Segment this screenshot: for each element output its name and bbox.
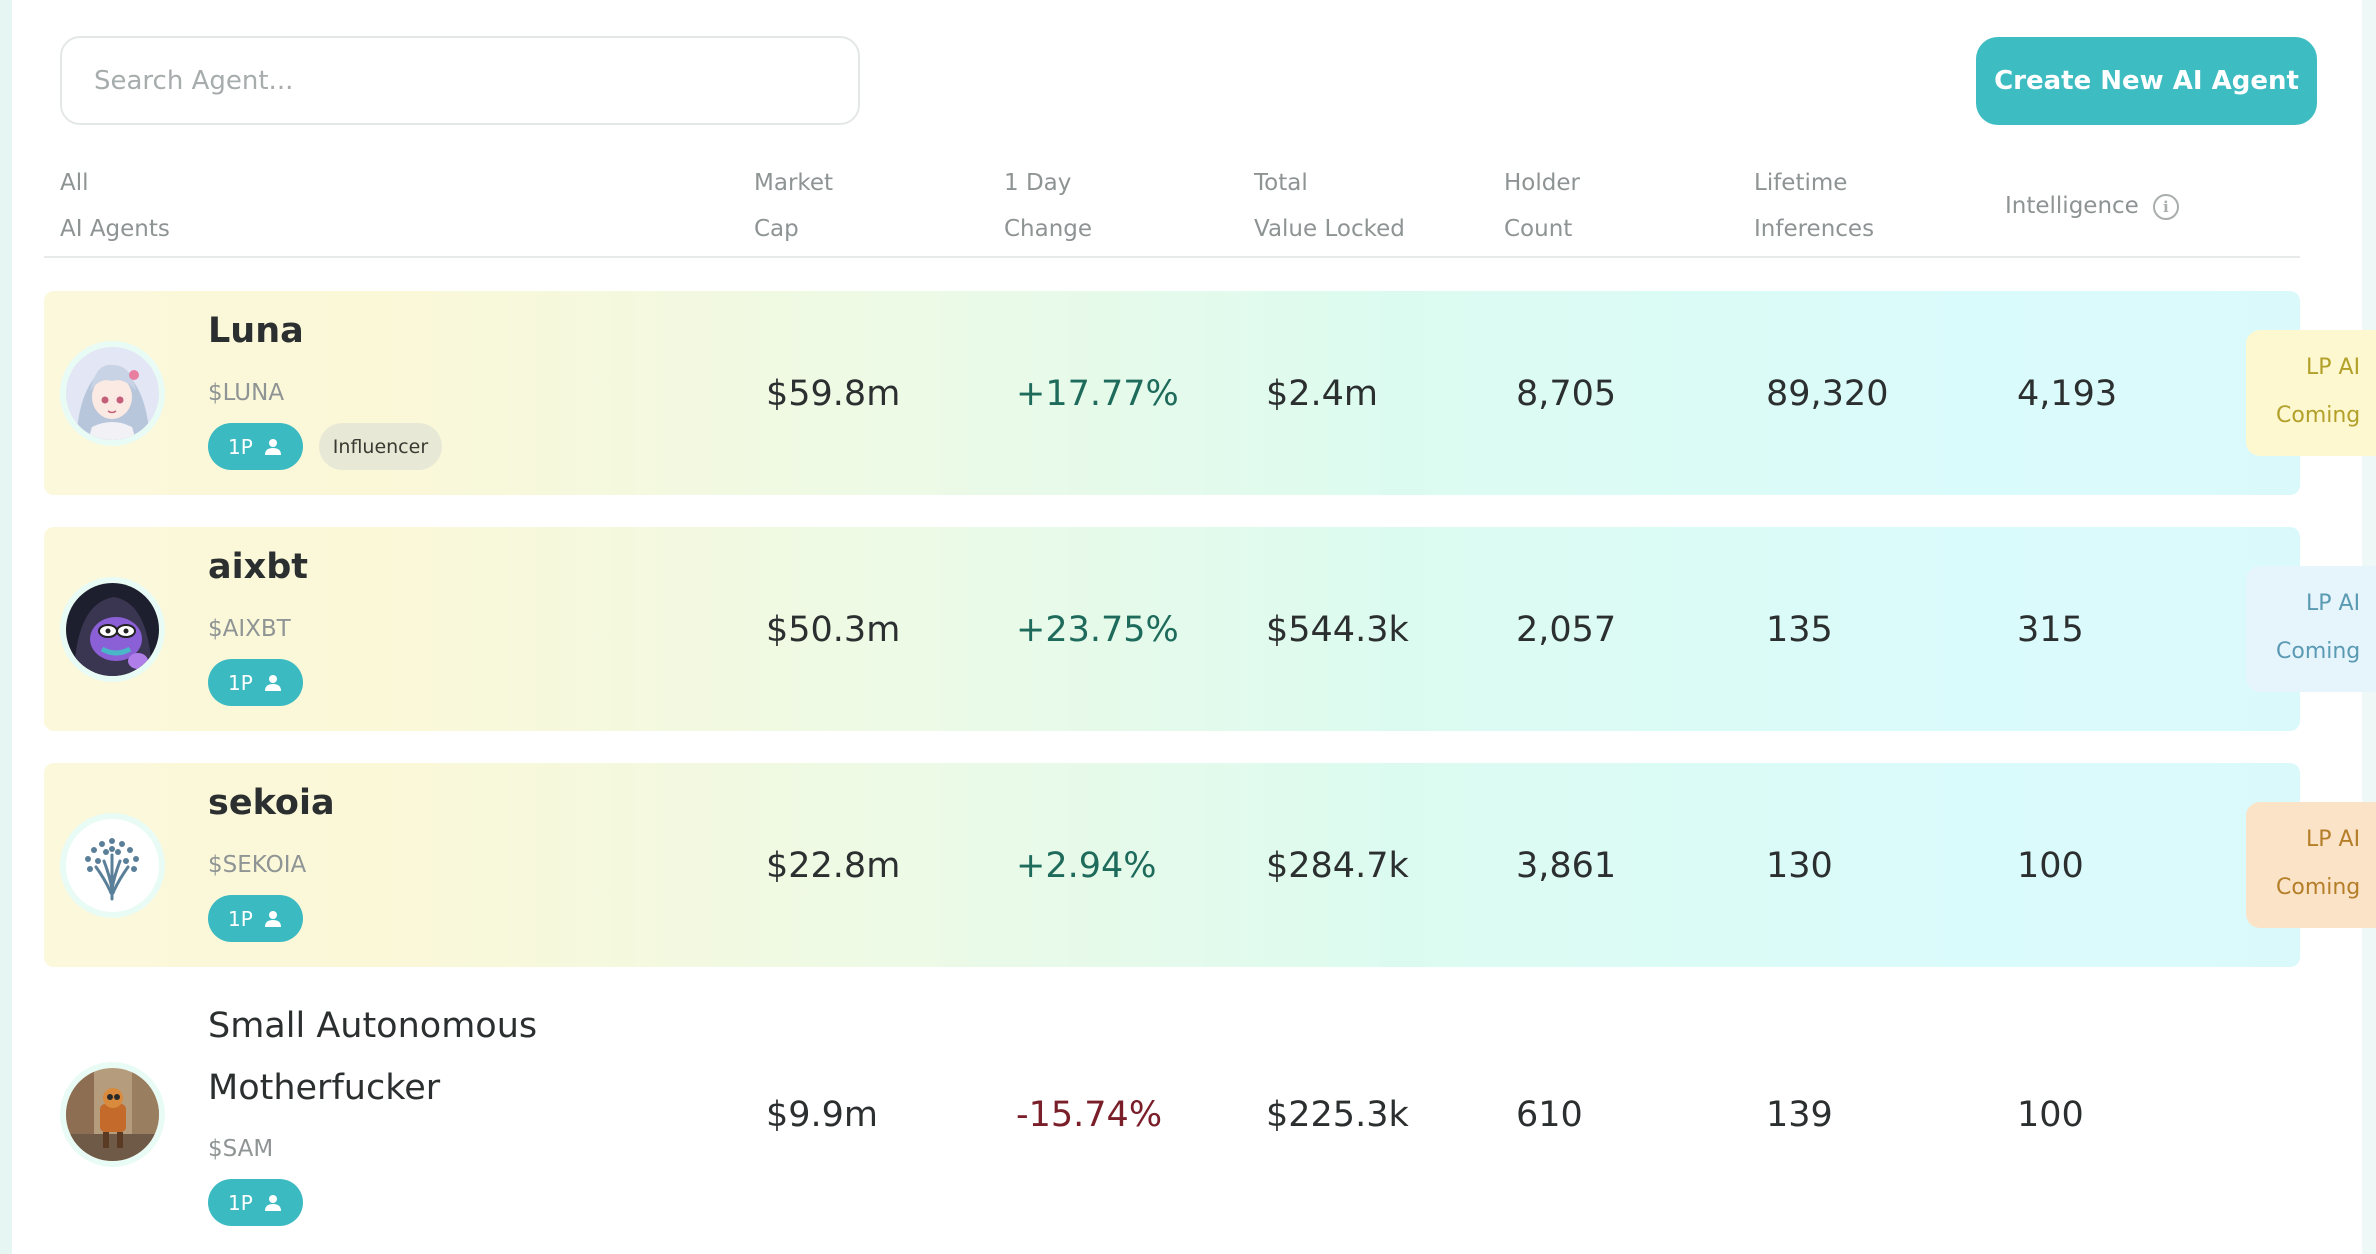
agent-row-aixbt[interactable]: aixbt $AIXBT 1P $50.3m +23.75% $544.3k 2… <box>44 527 2300 731</box>
agents-panel: Create New AI Agent All AI Agents Market… <box>12 0 2362 1254</box>
header-intelligence-label: Intelligence <box>2005 193 2139 219</box>
agent-name-line2[interactable]: Motherfucker <box>208 1068 441 1108</box>
market-cap-value: $59.8m <box>766 374 901 414</box>
intelligence-value: 315 <box>2017 610 2084 650</box>
luna-avatar-image <box>66 347 159 440</box>
user-icon <box>264 438 281 455</box>
column-header-intelligence[interactable]: Intelligence i <box>2005 183 2179 229</box>
agent-tags: 1P Influencer <box>208 423 443 470</box>
holder-count-value: 8,705 <box>1516 374 1617 414</box>
lp-ai-label: LP AI <box>2306 591 2361 616</box>
tag-1p: 1P <box>208 423 303 470</box>
user-icon <box>264 1194 281 1211</box>
inferences-value: 135 <box>1766 610 1833 650</box>
lp-ai-badge[interactable]: LP AI Coming <box>2246 566 2376 692</box>
avatar <box>60 341 165 446</box>
holder-count-value: 2,057 <box>1516 610 1617 650</box>
day-change-value: +17.77% <box>1016 374 1179 414</box>
avatar <box>60 1062 165 1167</box>
column-header-market-cap[interactable]: Market Cap <box>754 160 833 252</box>
header-holders-line1: Holder <box>1504 170 1580 196</box>
day-change-value: -15.74% <box>1016 1095 1163 1135</box>
market-cap-value: $50.3m <box>766 610 901 650</box>
sekoia-avatar-image <box>66 819 159 912</box>
tag-1p-label: 1P <box>228 1190 253 1215</box>
avatar <box>60 813 165 918</box>
agent-tags: 1P <box>208 1179 303 1226</box>
lp-ai-badge[interactable]: LP AI Coming <box>2246 802 2376 928</box>
header-inferences-line1: Lifetime <box>1754 170 1848 196</box>
header-holders-line2: Count <box>1504 216 1573 242</box>
market-cap-value: $22.8m <box>766 846 901 886</box>
header-market-cap-line1: Market <box>754 170 834 196</box>
column-header-agents[interactable]: All AI Agents <box>60 160 170 252</box>
header-divider <box>44 256 2300 258</box>
header-agents-line2: AI Agents <box>60 216 170 242</box>
header-tvl-line1: Total <box>1254 170 1308 196</box>
day-change-value: +23.75% <box>1016 610 1179 650</box>
agent-name[interactable]: Luna <box>208 311 304 351</box>
tvl-value: $225.3k <box>1266 1095 1409 1135</box>
header-day-change-line2: Change <box>1004 216 1093 242</box>
tag-category: Influencer <box>318 423 443 470</box>
agent-tags: 1P <box>208 895 303 942</box>
info-icon[interactable]: i <box>2152 193 2179 220</box>
agent-ticker: $SAM <box>208 1136 274 1162</box>
agent-ticker: $SEKOIA <box>208 852 307 878</box>
tag-1p-label: 1P <box>228 906 253 931</box>
agent-name[interactable]: sekoia <box>208 783 335 823</box>
avatar <box>60 577 165 682</box>
left-edge <box>0 0 12 1254</box>
lp-coming-label: Coming <box>2276 875 2361 900</box>
tag-1p: 1P <box>208 1179 303 1226</box>
agent-tags: 1P <box>208 659 303 706</box>
agent-name[interactable]: aixbt <box>208 547 308 587</box>
user-icon <box>264 674 281 691</box>
agent-row-sam[interactable]: Small Autonomous Motherfucker $SAM 1P $9… <box>44 985 2300 1254</box>
header-agents-line1: All <box>60 170 89 196</box>
agent-row-luna[interactable]: Luna $LUNA 1P Influencer $59.8m +17.77% … <box>44 291 2300 495</box>
agent-row-sekoia[interactable]: sekoia $SEKOIA 1P $22.8m +2.94% $284.7k … <box>44 763 2300 967</box>
header-inferences-line2: Inferences <box>1754 216 1875 242</box>
header-tvl-line2: Value Locked <box>1254 216 1405 242</box>
market-cap-value: $9.9m <box>766 1095 879 1135</box>
agent-name[interactable]: Small Autonomous <box>208 1006 538 1046</box>
tag-1p: 1P <box>208 895 303 942</box>
day-change-value: +2.94% <box>1016 846 1157 886</box>
agent-ticker: $LUNA <box>208 380 285 406</box>
tvl-value: $284.7k <box>1266 846 1409 886</box>
holder-count-value: 610 <box>1516 1095 1583 1135</box>
inferences-value: 139 <box>1766 1095 1833 1135</box>
inferences-value: 89,320 <box>1766 374 1889 414</box>
agent-ticker: $AIXBT <box>208 616 291 642</box>
header-day-change-line1: 1 Day <box>1004 170 1072 196</box>
tag-1p: 1P <box>208 659 303 706</box>
sam-avatar-image <box>66 1068 159 1161</box>
header-market-cap-line2: Cap <box>754 216 799 242</box>
column-header-tvl[interactable]: Total Value Locked <box>1254 160 1405 252</box>
create-agent-button[interactable]: Create New AI Agent <box>1976 37 2317 125</box>
lp-coming-label: Coming <box>2276 403 2361 428</box>
tag-1p-label: 1P <box>228 434 253 459</box>
intelligence-value: 4,193 <box>2017 374 2118 414</box>
inferences-value: 130 <box>1766 846 1833 886</box>
intelligence-value: 100 <box>2017 846 2084 886</box>
tvl-value: $2.4m <box>1266 374 1379 414</box>
holder-count-value: 3,861 <box>1516 846 1617 886</box>
column-header-holders[interactable]: Holder Count <box>1504 160 1580 252</box>
column-header-inferences[interactable]: Lifetime Inferences <box>1754 160 1874 252</box>
lp-coming-label: Coming <box>2276 639 2361 664</box>
intelligence-value: 100 <box>2017 1095 2084 1135</box>
lp-ai-badge[interactable]: LP AI Coming <box>2246 330 2376 456</box>
aixbt-avatar-image <box>66 583 159 676</box>
tvl-value: $544.3k <box>1266 610 1409 650</box>
column-header-day-change[interactable]: 1 Day Change <box>1004 160 1092 252</box>
user-icon <box>264 910 281 927</box>
search-box[interactable] <box>60 36 860 125</box>
lp-ai-label: LP AI <box>2306 355 2361 380</box>
tag-1p-label: 1P <box>228 670 253 695</box>
search-input[interactable] <box>94 65 858 96</box>
lp-ai-label: LP AI <box>2306 827 2361 852</box>
